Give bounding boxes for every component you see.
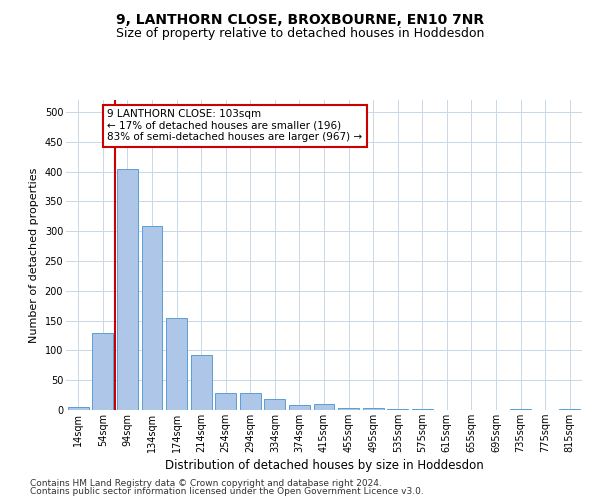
Bar: [240, 394, 261, 410]
Bar: [289, 405, 310, 410]
Text: Contains HM Land Registry data © Crown copyright and database right 2024.: Contains HM Land Registry data © Crown c…: [30, 478, 382, 488]
Bar: [314, 404, 334, 410]
Bar: [142, 226, 163, 410]
Bar: [92, 332, 113, 410]
Y-axis label: Number of detached properties: Number of detached properties: [29, 168, 39, 342]
Text: Contains public sector information licensed under the Open Government Licence v3: Contains public sector information licen…: [30, 487, 424, 496]
Bar: [166, 318, 187, 410]
Text: 9, LANTHORN CLOSE, BROXBOURNE, EN10 7NR: 9, LANTHORN CLOSE, BROXBOURNE, EN10 7NR: [116, 12, 484, 26]
Text: Size of property relative to detached houses in Hoddesdon: Size of property relative to detached ho…: [116, 28, 484, 40]
Bar: [362, 408, 383, 410]
X-axis label: Distribution of detached houses by size in Hoddesdon: Distribution of detached houses by size …: [164, 459, 484, 472]
Text: 9 LANTHORN CLOSE: 103sqm
← 17% of detached houses are smaller (196)
83% of semi-: 9 LANTHORN CLOSE: 103sqm ← 17% of detach…: [107, 110, 362, 142]
Bar: [265, 400, 286, 410]
Bar: [338, 408, 359, 410]
Bar: [215, 394, 236, 410]
Bar: [68, 407, 89, 410]
Bar: [191, 355, 212, 410]
Bar: [117, 168, 138, 410]
